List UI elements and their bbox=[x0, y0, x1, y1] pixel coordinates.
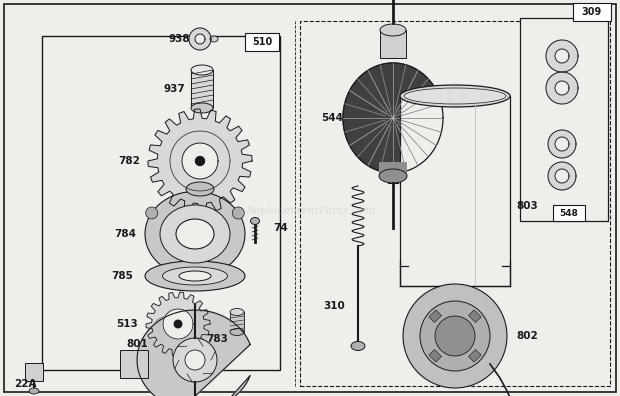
Polygon shape bbox=[546, 40, 578, 72]
Bar bbox=[469, 310, 481, 323]
Ellipse shape bbox=[186, 182, 214, 196]
Ellipse shape bbox=[351, 341, 365, 350]
Polygon shape bbox=[546, 72, 578, 104]
Text: 783: 783 bbox=[206, 334, 228, 344]
Text: 74: 74 bbox=[273, 223, 288, 233]
Bar bbox=[25, 363, 43, 381]
Ellipse shape bbox=[162, 267, 228, 285]
Polygon shape bbox=[555, 169, 569, 183]
Text: ReplacementParts.com: ReplacementParts.com bbox=[245, 206, 375, 216]
Text: 510: 510 bbox=[252, 37, 272, 47]
Polygon shape bbox=[555, 81, 569, 95]
Circle shape bbox=[232, 207, 244, 219]
Ellipse shape bbox=[155, 315, 201, 333]
Bar bbox=[520, 18, 608, 221]
Circle shape bbox=[174, 320, 182, 328]
Text: 544: 544 bbox=[321, 113, 343, 123]
Polygon shape bbox=[189, 28, 211, 50]
Ellipse shape bbox=[179, 271, 211, 281]
Polygon shape bbox=[548, 130, 576, 158]
Bar bbox=[42, 36, 280, 370]
Ellipse shape bbox=[380, 24, 406, 36]
Bar bbox=[191, 70, 213, 108]
Text: 310: 310 bbox=[323, 301, 345, 311]
Ellipse shape bbox=[230, 329, 244, 335]
Ellipse shape bbox=[400, 85, 510, 107]
Ellipse shape bbox=[145, 192, 245, 276]
Polygon shape bbox=[182, 143, 218, 179]
Circle shape bbox=[195, 156, 205, 166]
Polygon shape bbox=[137, 310, 250, 396]
Polygon shape bbox=[548, 162, 576, 190]
Bar bbox=[380, 30, 406, 58]
Bar bbox=[429, 310, 441, 323]
Ellipse shape bbox=[160, 205, 230, 263]
Circle shape bbox=[403, 284, 507, 388]
Bar bbox=[553, 205, 585, 221]
Polygon shape bbox=[555, 49, 569, 63]
Circle shape bbox=[185, 350, 205, 370]
Polygon shape bbox=[148, 109, 252, 213]
Text: 513: 513 bbox=[117, 319, 138, 329]
Bar bbox=[300, 21, 610, 386]
Polygon shape bbox=[163, 309, 193, 339]
Text: 548: 548 bbox=[560, 209, 578, 217]
Bar bbox=[120, 350, 148, 378]
Ellipse shape bbox=[230, 308, 244, 316]
Text: 938: 938 bbox=[169, 34, 190, 44]
Ellipse shape bbox=[29, 388, 39, 394]
Ellipse shape bbox=[250, 217, 260, 225]
Bar bbox=[230, 312, 244, 332]
Text: 937: 937 bbox=[163, 84, 185, 94]
Circle shape bbox=[420, 301, 490, 371]
Ellipse shape bbox=[176, 219, 214, 249]
Text: 782: 782 bbox=[118, 156, 140, 166]
Polygon shape bbox=[343, 63, 443, 173]
Bar bbox=[379, 162, 407, 176]
Circle shape bbox=[435, 316, 475, 356]
Ellipse shape bbox=[191, 103, 213, 113]
Text: 803: 803 bbox=[516, 201, 538, 211]
Polygon shape bbox=[555, 137, 569, 151]
Circle shape bbox=[173, 338, 217, 382]
Ellipse shape bbox=[210, 36, 218, 42]
Bar bbox=[429, 349, 441, 362]
Ellipse shape bbox=[145, 261, 245, 291]
Bar bbox=[400, 96, 510, 286]
Text: 802: 802 bbox=[516, 331, 538, 341]
Circle shape bbox=[146, 207, 157, 219]
Bar bbox=[469, 349, 481, 362]
Ellipse shape bbox=[191, 65, 213, 75]
Bar bbox=[573, 3, 611, 21]
Bar bbox=[245, 33, 279, 51]
Text: 784: 784 bbox=[114, 229, 136, 239]
Text: 309: 309 bbox=[582, 7, 602, 17]
Text: 801: 801 bbox=[126, 339, 148, 349]
Polygon shape bbox=[195, 34, 205, 44]
Circle shape bbox=[189, 270, 201, 282]
Text: 785: 785 bbox=[111, 271, 133, 281]
Ellipse shape bbox=[404, 88, 506, 104]
Polygon shape bbox=[146, 292, 210, 356]
Text: 22A: 22A bbox=[14, 379, 36, 389]
Ellipse shape bbox=[379, 169, 407, 183]
